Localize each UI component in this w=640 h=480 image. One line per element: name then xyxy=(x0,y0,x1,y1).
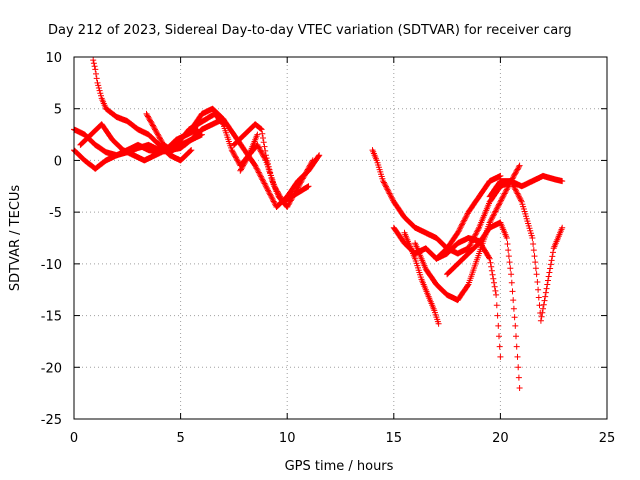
data-series-track-11 xyxy=(401,229,442,327)
y-tick-label: -15 xyxy=(41,310,62,325)
y-tick-label: -25 xyxy=(41,413,62,428)
plot-frame xyxy=(73,56,608,420)
y-tick-label: -5 xyxy=(49,206,62,221)
data-series-track-4 xyxy=(90,57,195,164)
x-tick-label: 25 xyxy=(599,431,616,446)
data-series-track-9 xyxy=(369,147,566,257)
data-series-track-8 xyxy=(237,141,312,205)
y-tick-label: -20 xyxy=(41,361,62,376)
x-tick-label: 5 xyxy=(176,431,184,446)
y-tick-label: 10 xyxy=(45,51,62,66)
y-tick-label: 5 xyxy=(54,103,62,118)
x-axis-title: GPS time / hours xyxy=(285,459,394,474)
data-points-track-15 xyxy=(486,178,566,324)
data-series-track-14 xyxy=(444,219,523,391)
chart-title: Day 212 of 2023, Sidereal Day-to-day VTE… xyxy=(48,23,572,38)
x-tick-label: 0 xyxy=(70,431,78,446)
x-tick-label: 20 xyxy=(492,431,509,446)
data-series-track-5 xyxy=(143,110,261,169)
grid-layer xyxy=(74,57,607,419)
x-tick-label: 10 xyxy=(279,431,296,446)
data-points-track-5 xyxy=(143,110,261,169)
y-axis-title: SDTVAR / TECUs xyxy=(8,185,23,292)
data-series-track-15 xyxy=(486,178,566,324)
data-points-track-11 xyxy=(401,229,442,327)
data-points-track-8 xyxy=(237,141,312,205)
tick-layer: 0 5 10 15 20 25 -25 -20 -15 -10 -5 0 5 10 xyxy=(41,51,616,446)
y-tick-label: -10 xyxy=(41,258,62,273)
data-points-track-14 xyxy=(444,219,523,391)
x-tick-label: 15 xyxy=(386,431,403,446)
y-tick-label: 0 xyxy=(54,154,62,169)
data-layer xyxy=(71,57,566,391)
data-points-track-4 xyxy=(90,57,195,164)
data-points-track-9 xyxy=(369,147,566,257)
